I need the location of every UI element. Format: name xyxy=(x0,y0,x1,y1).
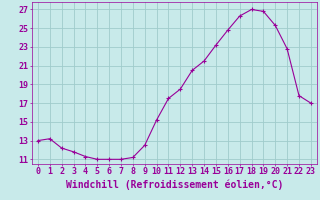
X-axis label: Windchill (Refroidissement éolien,°C): Windchill (Refroidissement éolien,°C) xyxy=(66,179,283,190)
